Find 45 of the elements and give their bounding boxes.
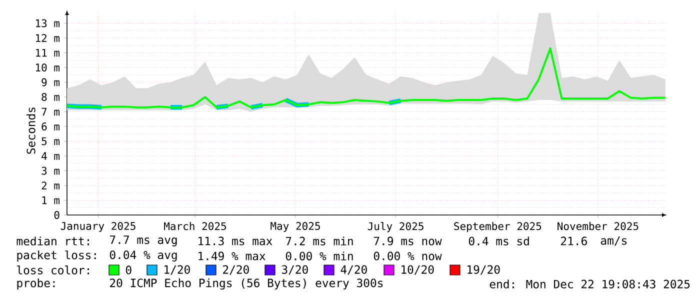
text: 21.6 <box>561 236 587 246</box>
x-tick-label: January 2025 <box>60 222 136 232</box>
text: 7.7 ms avg <box>110 236 177 246</box>
text: 0.00 % now <box>374 252 442 260</box>
legend-label: 19/20 <box>468 265 500 275</box>
text: median rtt: <box>16 236 89 246</box>
text: 0.04 % avg <box>110 250 177 262</box>
y-tick-label: 11 m <box>36 48 60 57</box>
x-tick-label: May 2025 <box>270 222 320 232</box>
y-tick-label: 8 m <box>42 93 60 101</box>
x-tick-label: September 2025 <box>454 222 542 232</box>
text: 0.4 ms sd <box>468 236 529 246</box>
legend-label: 10/20 <box>402 265 434 275</box>
text: packet loss: <box>17 250 96 262</box>
x-tick-label: November 2025 <box>558 222 638 230</box>
y-tick-label: 2 m <box>42 182 60 190</box>
text: 7.9 ms now <box>374 236 442 246</box>
y-tick-label: 9 m <box>42 78 60 86</box>
y-tick-label: 4 m <box>42 152 60 160</box>
y-axis-title: Seconds <box>26 108 36 154</box>
y-tick-label: 1 m <box>42 196 60 204</box>
text: am/s <box>600 236 627 246</box>
legend-label: 2/20 <box>223 265 249 275</box>
legend-label: 4/20 <box>340 265 367 275</box>
text: 7.2 ms min <box>286 236 353 246</box>
text: end: Mon Dec 22 19:08:43 2025 <box>490 280 690 288</box>
text: probe: <box>17 278 55 290</box>
x-tick-label: March 2025 <box>164 222 226 230</box>
y-tick-label: 7 m <box>42 108 60 116</box>
y-tick-label: 6 m <box>42 122 60 130</box>
legend-label: 1/20 <box>164 265 190 275</box>
y-tick-label: 12 m <box>36 34 60 42</box>
text: 20 ICMP Echo Pings (56 Bytes) every 300s <box>110 278 383 290</box>
y-tick-label: 3 m <box>42 166 60 175</box>
y-tick-label: 10 m <box>36 64 60 72</box>
text: 0.00 % min <box>286 252 353 260</box>
text: 1.49 % max <box>198 252 266 260</box>
legend-title: loss color: <box>17 266 89 274</box>
legend-label: 3/20 <box>282 265 308 275</box>
y-tick-label: 13 m <box>36 19 60 28</box>
y-tick-label: 5 m <box>42 137 60 146</box>
x-tick-label: July 2025 <box>368 222 424 232</box>
legend-label: 0 <box>126 266 132 274</box>
text: 11.3 ms max <box>198 236 272 246</box>
y-tick-label: 0 <box>54 211 60 219</box>
